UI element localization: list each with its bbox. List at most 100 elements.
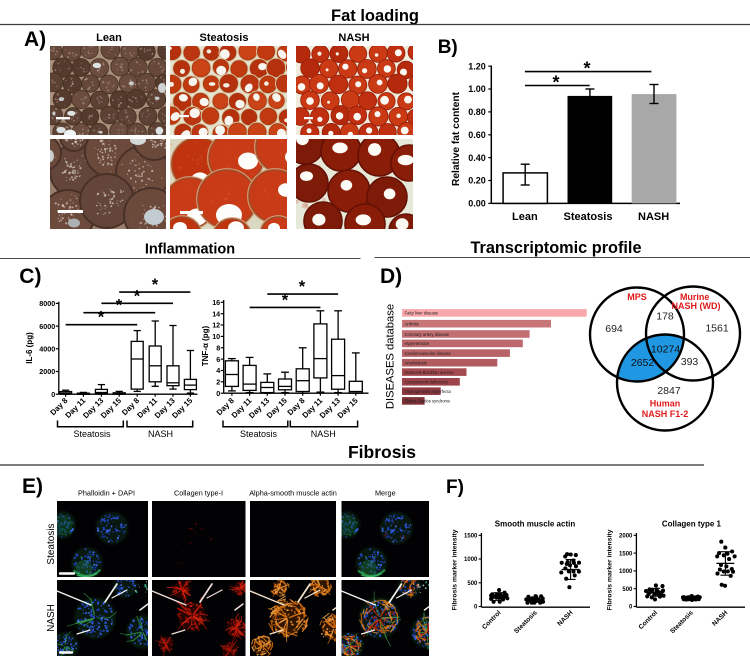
- svg-text:14: 14: [212, 309, 220, 318]
- svg-text:B): B): [438, 37, 458, 58]
- svg-text:Steatosis: Steatosis: [240, 429, 278, 439]
- svg-text:10274: 10274: [651, 344, 680, 356]
- svg-text:NASH F1-2: NASH F1-2: [642, 409, 689, 419]
- svg-text:C): C): [19, 265, 41, 288]
- svg-text:Lean: Lean: [96, 32, 122, 44]
- svg-text:Steatosis: Steatosis: [200, 32, 249, 44]
- svg-text:NASH: NASH: [556, 609, 574, 627]
- svg-text:Collagen type-I: Collagen type-I: [174, 489, 223, 498]
- svg-text:0.20: 0.20: [468, 176, 486, 186]
- svg-text:Day 15: Day 15: [99, 396, 124, 421]
- svg-text:Collagen type 1: Collagen type 1: [662, 520, 722, 529]
- svg-text:Alpha-smooth muscle actin: Alpha-smooth muscle actin: [249, 489, 337, 498]
- svg-text:Diamond-Blackfan anemia: Diamond-Blackfan anemia: [405, 370, 455, 375]
- svg-text:694: 694: [605, 323, 623, 335]
- svg-text:4000: 4000: [39, 345, 55, 354]
- svg-text:0: 0: [51, 390, 55, 399]
- svg-text:Steatosis: Steatosis: [564, 211, 613, 223]
- svg-text:1.20: 1.20: [468, 61, 486, 71]
- svg-text:MPS: MPS: [627, 292, 647, 302]
- svg-text:8000: 8000: [39, 299, 55, 308]
- svg-text:Human: Human: [650, 399, 681, 409]
- svg-text:Fat loading: Fat loading: [331, 7, 419, 25]
- svg-text:1500: 1500: [619, 551, 633, 557]
- svg-text:Hypertension: Hypertension: [405, 341, 430, 346]
- svg-text:2847: 2847: [657, 385, 681, 397]
- svg-text:16: 16: [212, 298, 220, 307]
- svg-text:D): D): [380, 265, 402, 288]
- svg-text:0.40: 0.40: [468, 153, 486, 163]
- svg-text:Merge: Merge: [375, 489, 396, 498]
- svg-text:0.80: 0.80: [468, 107, 486, 117]
- svg-text:NASH (WD): NASH (WD): [672, 301, 721, 311]
- svg-text:Fatty liver disease: Fatty liver disease: [405, 311, 439, 316]
- svg-text:6000: 6000: [39, 322, 55, 331]
- svg-text:Transcriptomic profile: Transcriptomic profile: [471, 239, 642, 257]
- svg-text:E): E): [22, 475, 43, 498]
- svg-text:Control: Control: [481, 609, 503, 631]
- svg-text:6: 6: [216, 355, 220, 364]
- svg-text:1000: 1000: [464, 557, 478, 563]
- svg-text:*: *: [299, 278, 306, 296]
- svg-text:Lean: Lean: [512, 211, 538, 223]
- svg-text:Complement deficiency: Complement deficiency: [405, 380, 449, 385]
- svg-text:Smooth muscle actin: Smooth muscle actin: [495, 520, 576, 529]
- svg-text:NASH: NASH: [711, 609, 729, 627]
- svg-text:NASH: NASH: [638, 211, 669, 223]
- svg-text:1500: 1500: [464, 534, 478, 540]
- svg-text:Osteogenesis imperfecta: Osteogenesis imperfecta: [405, 389, 452, 394]
- svg-text:Steatosis: Steatosis: [46, 523, 57, 564]
- svg-text:500: 500: [467, 581, 478, 587]
- svg-text:Cerebrovascular disease: Cerebrovascular disease: [405, 351, 452, 356]
- svg-text:DISEASES database: DISEASES database: [385, 304, 397, 409]
- svg-text:Ehlers-Danlos syndrome: Ehlers-Danlos syndrome: [405, 399, 452, 404]
- svg-text:2000: 2000: [619, 534, 633, 540]
- svg-text:Day 15: Day 15: [265, 396, 290, 421]
- svg-text:Steatosis: Steatosis: [73, 429, 111, 439]
- svg-text:4: 4: [216, 366, 220, 375]
- svg-text:*: *: [552, 73, 559, 93]
- svg-text:0: 0: [216, 389, 220, 398]
- svg-text:IL-6 (pg): IL-6 (pg): [25, 332, 34, 364]
- svg-text:NASH: NASH: [46, 604, 57, 632]
- svg-text:0: 0: [474, 605, 478, 611]
- svg-text:Arthritis: Arthritis: [405, 322, 419, 327]
- svg-text:Steatosis: Steatosis: [513, 609, 539, 635]
- svg-text:Day 15: Day 15: [336, 396, 361, 421]
- svg-text:F): F): [446, 477, 464, 498]
- svg-text:NASH: NASH: [148, 429, 173, 439]
- svg-text:*: *: [98, 309, 105, 327]
- svg-text:*: *: [152, 276, 159, 294]
- svg-text:*: *: [282, 292, 289, 310]
- svg-text:Amyloidosis: Amyloidosis: [405, 361, 427, 366]
- svg-text:A): A): [24, 28, 46, 51]
- svg-text:1.00: 1.00: [468, 84, 486, 94]
- svg-text:1561: 1561: [705, 323, 729, 335]
- svg-text:0.00: 0.00: [468, 199, 486, 209]
- svg-text:Fibrosis: Fibrosis: [348, 442, 416, 462]
- svg-text:Phalloidin + DAPI: Phalloidin + DAPI: [78, 489, 135, 498]
- svg-text:500: 500: [622, 587, 633, 593]
- svg-text:Day 15: Day 15: [170, 396, 195, 421]
- svg-text:Murine: Murine: [680, 292, 710, 302]
- svg-text:*: *: [583, 59, 590, 79]
- svg-text:1000: 1000: [619, 569, 633, 575]
- svg-text:*: *: [116, 297, 123, 315]
- svg-text:12: 12: [212, 321, 220, 330]
- svg-text:2000: 2000: [39, 367, 55, 376]
- svg-text:0: 0: [629, 605, 633, 611]
- svg-text:*: *: [134, 287, 141, 305]
- svg-text:Coronary artery disease: Coronary artery disease: [405, 332, 450, 337]
- svg-text:2652: 2652: [631, 357, 655, 369]
- svg-text:Relative fat content: Relative fat content: [451, 91, 462, 186]
- svg-text:10: 10: [212, 332, 220, 341]
- svg-text:178: 178: [656, 311, 674, 323]
- svg-text:Inflammation: Inflammation: [145, 242, 235, 258]
- svg-text:Steatosis: Steatosis: [669, 609, 695, 635]
- svg-text:Fibrosis marker intensity: Fibrosis marker intensity: [452, 529, 459, 610]
- svg-text:TNF-α (pg): TNF-α (pg): [201, 325, 210, 366]
- svg-text:Fibrosis marker intensity: Fibrosis marker intensity: [607, 529, 614, 610]
- svg-text:2: 2: [216, 378, 220, 387]
- svg-text:0.60: 0.60: [468, 130, 486, 140]
- svg-text:Control: Control: [638, 609, 660, 631]
